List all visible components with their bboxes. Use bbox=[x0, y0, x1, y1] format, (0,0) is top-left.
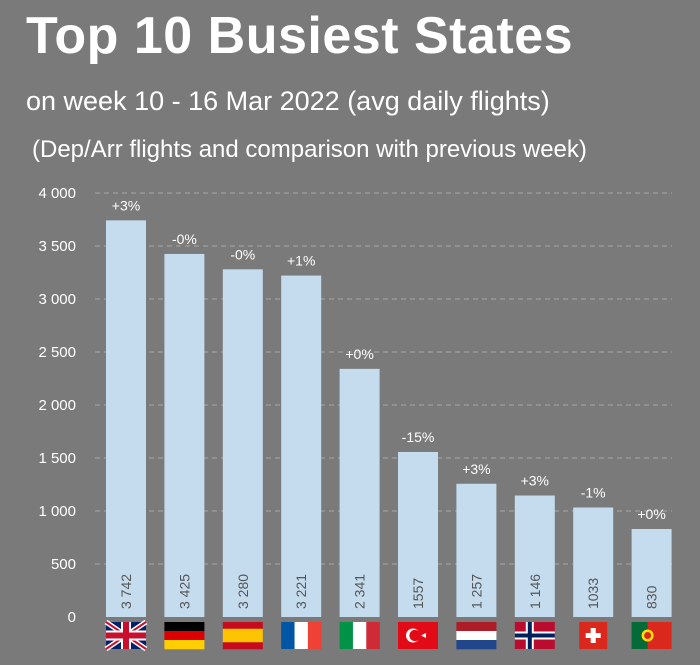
value-label: 3 742 bbox=[118, 574, 134, 609]
change-label: -1% bbox=[581, 485, 606, 501]
value-label: 1033 bbox=[585, 578, 601, 609]
y-tick-label: 3 000 bbox=[38, 291, 76, 308]
uk-flag bbox=[104, 619, 148, 652]
y-axis: 0 500 1 000 1 500 2 000 2 500 3 000 3 500 4 000 bbox=[38, 185, 76, 626]
y-tick-label: 3 500 bbox=[38, 238, 76, 255]
bar bbox=[631, 529, 672, 617]
y-tick-label: 0 bbox=[68, 609, 76, 626]
change-label: +3% bbox=[112, 197, 140, 213]
bar bbox=[514, 495, 555, 617]
bar bbox=[398, 451, 438, 617]
norway-flag bbox=[514, 622, 555, 649]
bar bbox=[164, 253, 205, 617]
change-label: -0% bbox=[230, 246, 255, 262]
change-label: +3% bbox=[462, 461, 490, 477]
value-label: 1 146 bbox=[527, 574, 543, 609]
bar bbox=[339, 368, 380, 617]
y-tick-label: 4 000 bbox=[38, 185, 76, 202]
chart-title: Top 10 Busiest States bbox=[26, 7, 574, 65]
chart-subtitle-secondary: (Dep/Arr flights and comparison with pre… bbox=[32, 136, 587, 163]
portugal-flag bbox=[631, 622, 672, 649]
turkey-flag bbox=[398, 622, 438, 649]
change-label: -0% bbox=[172, 231, 197, 247]
bar bbox=[222, 269, 263, 617]
y-tick-label: 500 bbox=[51, 556, 76, 573]
y-tick-label: 1 000 bbox=[38, 503, 76, 520]
france-flag bbox=[281, 622, 322, 649]
spain-flag bbox=[222, 622, 263, 650]
value-label: 3 425 bbox=[176, 574, 192, 609]
value-label: 3 280 bbox=[235, 574, 251, 609]
germany-flag bbox=[164, 622, 205, 650]
chart-subtitle: on week 10 - 16 Mar 2022 (avg daily flig… bbox=[26, 86, 550, 116]
value-label: 3 221 bbox=[293, 574, 309, 609]
netherlands-flag bbox=[456, 622, 497, 650]
bar bbox=[106, 220, 146, 617]
change-label: +3% bbox=[521, 473, 549, 489]
y-tick-label: 2 500 bbox=[38, 344, 76, 361]
change-label: +0% bbox=[345, 346, 373, 362]
y-tick-label: 2 000 bbox=[38, 397, 76, 414]
change-label: -15% bbox=[402, 429, 435, 445]
value-label: 830 bbox=[644, 585, 660, 609]
change-label: +0% bbox=[637, 506, 665, 522]
flags bbox=[104, 619, 672, 652]
value-label: 1557 bbox=[410, 578, 426, 609]
bar bbox=[456, 483, 497, 617]
bar bbox=[573, 507, 614, 617]
change-label: +1% bbox=[287, 253, 315, 269]
bars: +3% 3 742 -0% 3 425 -0% 3 280 +1% 3 221 +0% 2 341… bbox=[106, 197, 672, 617]
value-label: 2 341 bbox=[352, 574, 368, 609]
y-tick-label: 1 500 bbox=[38, 450, 76, 467]
italy-flag bbox=[339, 622, 380, 649]
bar bbox=[281, 275, 322, 617]
value-label: 1 257 bbox=[468, 574, 484, 609]
switzerland-flag bbox=[579, 622, 608, 649]
